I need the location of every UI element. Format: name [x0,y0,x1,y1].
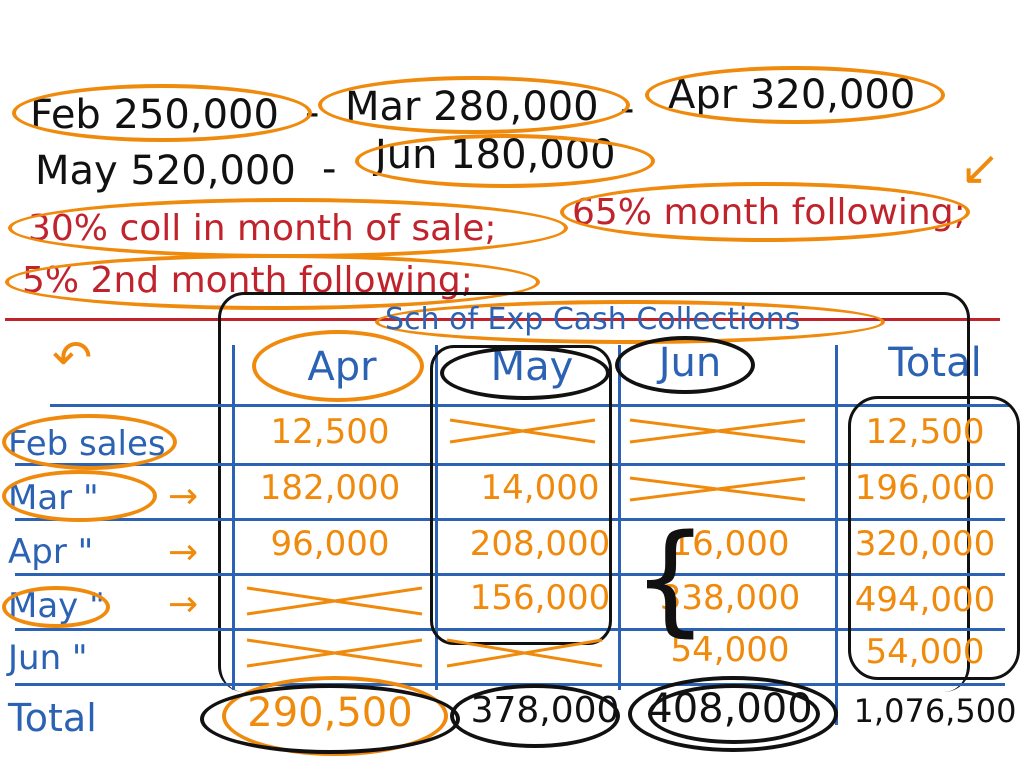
total-may: 378,000 [470,690,620,731]
grid-vline-1 [232,345,235,690]
column-header-total: Total [888,340,982,386]
column-header-jun: Jun [658,340,722,386]
may-column-box [430,345,612,645]
arrow-curl-left: ↶ [52,330,93,386]
jun-sales-value: Jun 180,000 [375,132,616,178]
cell-feb-apr: 12,500 [270,412,390,452]
jun-column-brace: { [632,510,709,649]
cell-apr-jun: 16,000 [670,524,790,564]
may-sales-value: May 520,000 [35,148,296,194]
cell-jun-total: 54,000 [865,632,985,672]
row-label-mar: Mar " [8,478,99,518]
cell-apr-may: 208,000 [469,524,611,564]
cell-mar-apr: 182,000 [259,468,401,508]
row-label-total: Total [8,696,97,740]
arrow-mar-row: → [168,476,199,517]
grid-vline-4 [835,345,838,725]
cross-out-jun-may [446,638,603,668]
cell-mar-total: 196,000 [854,468,996,508]
grid-hline-0 [50,404,1010,407]
column-header-apr: Apr [307,344,377,390]
total-column-box [848,396,1020,680]
cell-may-jun: 338,000 [659,578,801,618]
apr-sales-value: Apr 320,000 [668,72,916,118]
cell-feb-total: 12,500 [865,412,985,452]
column-header-may: May [490,344,574,390]
grid-vline-3 [618,345,621,690]
feb-sales-value: Feb 250,000 [30,92,279,138]
cell-mar-may: 14,000 [480,468,600,508]
row-label-feb: Feb sales [8,424,166,464]
cross-out-may-apr [246,586,423,616]
schedule-title: Sch of Exp Cash Collections [385,302,801,337]
arrow-may-row: → [168,584,199,625]
cross-out-mar-jun [629,476,806,502]
total-jun: 408,000 [647,686,813,732]
collection-month-of-sale: 30% coll in month of sale; [28,208,497,249]
row-label-jun: Jun " [8,638,88,678]
total-apr: 290,500 [247,690,413,736]
arrow-apr-row: → [168,532,199,573]
row-label-apr: Apr " [8,532,94,572]
cell-may-total: 494,000 [854,580,996,620]
row-label-may: May " [8,586,105,626]
cell-apr-total: 320,000 [854,524,996,564]
cross-out-jun-apr [246,638,423,668]
cross-out-feb-may [449,418,596,444]
schedule-box [218,292,970,692]
total-grand: 1,076,500 [853,692,1017,730]
grid-hline-3 [15,573,1005,576]
cell-apr-apr: 96,000 [270,524,390,564]
dash-2: - [620,86,635,132]
grid-hline-1 [15,463,1005,466]
cell-jun-jun: 54,000 [670,630,790,670]
red-underline [5,318,1000,321]
grid-vline-2 [435,345,438,690]
dash-1: - [305,90,320,136]
grid-hline-4 [15,628,1005,631]
mar-sales-value: Mar 280,000 [345,84,599,130]
dash-3: - [322,146,337,192]
cross-out-feb-jun [629,418,806,444]
grid-hline-2 [15,518,1005,521]
collection-month-following: 65% month following; [572,192,966,233]
cell-may-may: 156,000 [469,578,611,618]
arrow-curl-right: ↙ [960,140,1001,196]
grid-hline-5 [15,683,1005,686]
